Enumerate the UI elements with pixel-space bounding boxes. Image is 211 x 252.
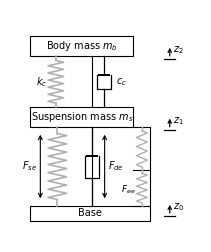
Bar <box>30 206 150 221</box>
Text: Body mass $m_b$: Body mass $m_b$ <box>46 39 118 53</box>
Text: $F_{ee}$: $F_{ee}$ <box>120 183 135 196</box>
Text: $z_0$: $z_0$ <box>173 201 184 213</box>
Text: $F_{de}$: $F_{de}$ <box>108 160 124 173</box>
Bar <box>30 107 133 127</box>
Text: Base: Base <box>78 208 102 218</box>
Text: Suspension mass $m_s$: Suspension mass $m_s$ <box>31 110 133 124</box>
Text: $c_c$: $c_c$ <box>116 76 127 88</box>
Bar <box>30 36 133 56</box>
Text: $z_2$: $z_2$ <box>173 44 184 56</box>
Text: $k_c$: $k_c$ <box>36 75 47 89</box>
Text: $z_1$: $z_1$ <box>173 115 184 127</box>
Text: $F_{se}$: $F_{se}$ <box>22 160 37 173</box>
